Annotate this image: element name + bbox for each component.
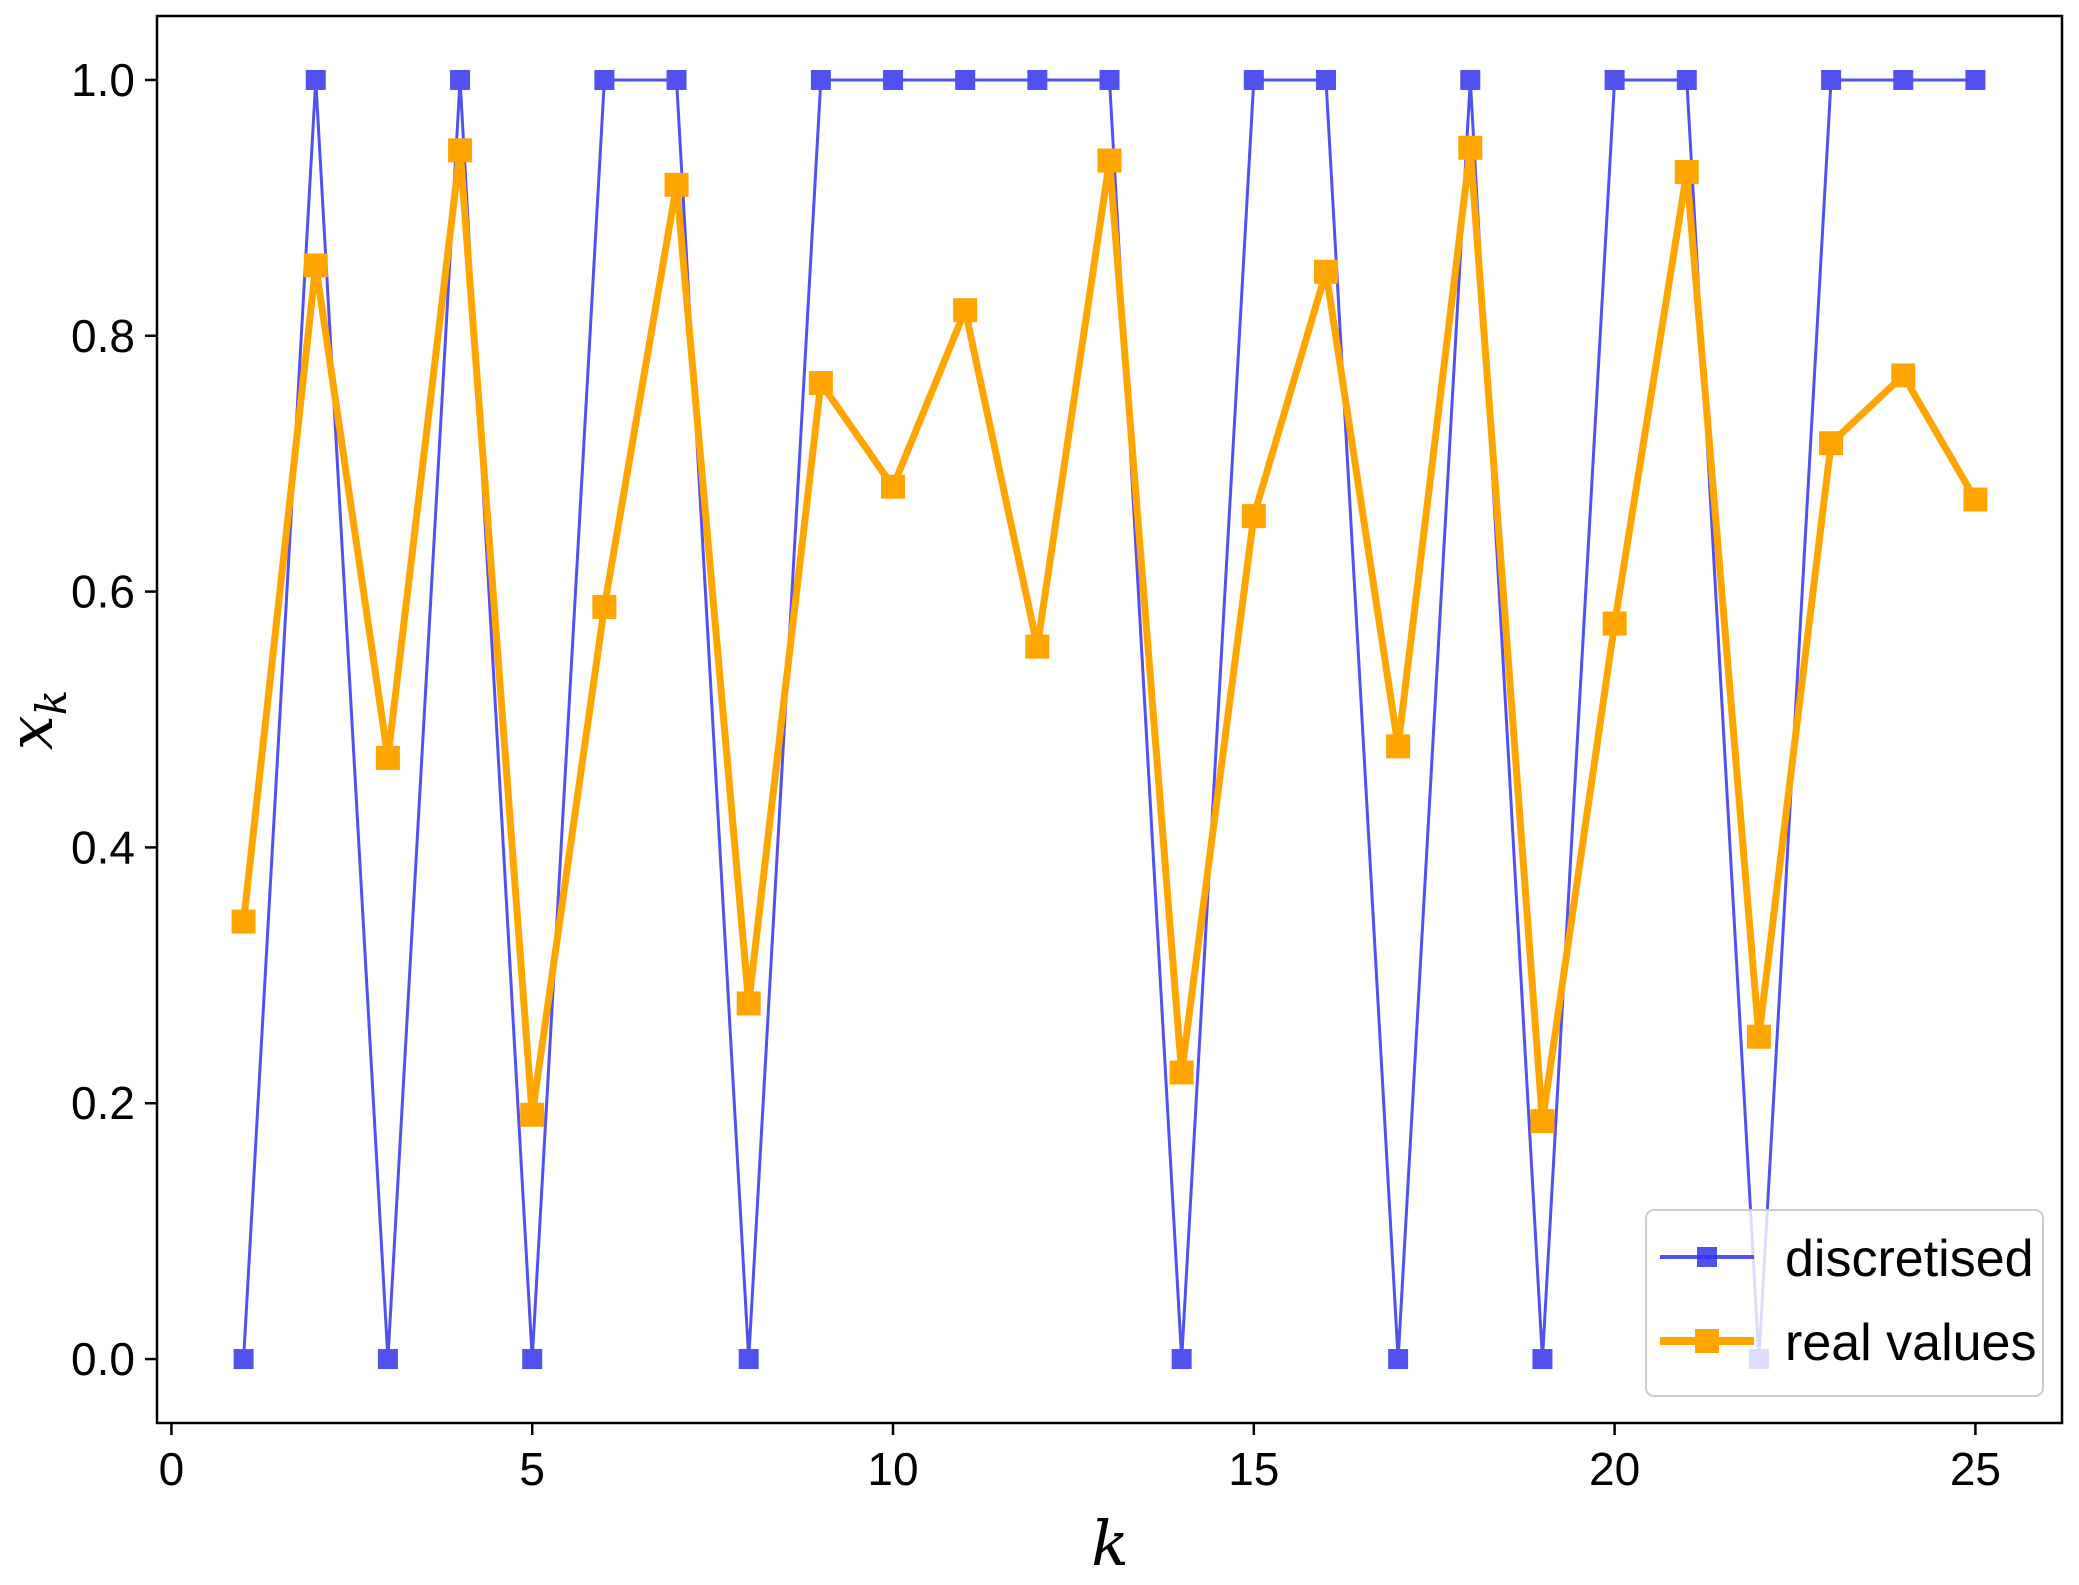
data-point — [738, 1349, 759, 1370]
data-point — [375, 745, 400, 770]
x-axis-label: k — [1091, 1507, 1129, 1580]
data-point — [955, 69, 976, 90]
data-point — [305, 69, 326, 90]
data-point — [448, 138, 473, 163]
data-point — [1674, 160, 1699, 185]
series-discretised — [233, 69, 1986, 1370]
data-point — [1097, 148, 1122, 173]
data-point — [1315, 69, 1336, 90]
legend: discretised real values — [1645, 1209, 2044, 1397]
data-point — [233, 1349, 254, 1370]
data-point — [520, 1102, 545, 1127]
data-point — [1458, 135, 1483, 160]
data-point — [810, 69, 831, 90]
data-point — [1171, 1349, 1192, 1370]
data-point — [592, 594, 617, 619]
x-tick-label: 25 — [1950, 1443, 2001, 1495]
data-point — [736, 991, 761, 1016]
x-tick-label: 5 — [519, 1443, 545, 1495]
data-point — [231, 909, 256, 934]
data-point — [1388, 1349, 1409, 1370]
series-layer — [231, 69, 1988, 1370]
data-point — [1169, 1060, 1194, 1085]
y-axis-label: xk — [0, 690, 76, 750]
series-real-values — [231, 135, 1988, 1134]
data-point — [1241, 504, 1266, 529]
data-point — [1313, 259, 1338, 284]
data-point — [1604, 69, 1625, 90]
y-tick-label: 1.0 — [71, 54, 135, 106]
x-tick-label: 0 — [159, 1443, 185, 1495]
legend-marker-real-values — [1695, 1329, 1719, 1353]
data-point — [664, 172, 689, 197]
data-point — [450, 69, 471, 90]
legend-marker-discretised — [1697, 1247, 1717, 1267]
x-axis: 0 5 10 15 20 25 — [159, 1423, 2001, 1495]
data-point — [303, 253, 328, 278]
y-axis: 0.0 0.2 0.4 0.6 0.8 1.0 — [71, 54, 157, 1385]
data-point — [1821, 69, 1842, 90]
data-point — [808, 371, 833, 396]
data-point — [1676, 69, 1697, 90]
legend-label-real-values: real values — [1785, 1314, 2036, 1372]
data-point — [1891, 363, 1916, 388]
plot-frame — [155, 14, 2064, 1425]
y-tick-label: 0.6 — [71, 566, 135, 618]
data-point — [1532, 1349, 1553, 1370]
legend-label-discretised: discretised — [1785, 1230, 2034, 1288]
data-point — [1965, 69, 1986, 90]
data-point — [1819, 431, 1844, 456]
y-tick-label: 0.2 — [71, 1077, 135, 1129]
data-point — [377, 1349, 398, 1370]
y-axis-label-base: x — [0, 715, 67, 750]
data-point — [1963, 487, 1988, 512]
y-axis-label-subscript: k — [27, 690, 76, 715]
data-point — [666, 69, 687, 90]
data-point — [1893, 69, 1914, 90]
y-tick-label: 0.8 — [71, 310, 135, 362]
data-point — [1025, 634, 1050, 659]
x-tick-label: 10 — [867, 1443, 918, 1495]
data-point — [594, 69, 615, 90]
data-point — [522, 1349, 543, 1370]
x-tick-label: 15 — [1228, 1443, 1279, 1495]
data-point — [953, 298, 978, 323]
data-point — [1386, 734, 1411, 759]
data-point — [881, 474, 906, 499]
x-tick-label: 20 — [1589, 1443, 1640, 1495]
data-point — [1027, 69, 1048, 90]
data-point — [1602, 611, 1627, 636]
y-tick-label: 0.4 — [71, 821, 135, 873]
data-point — [1243, 69, 1264, 90]
data-point — [1460, 69, 1481, 90]
data-point — [1099, 69, 1120, 90]
data-point — [883, 69, 904, 90]
data-point — [1530, 1109, 1555, 1134]
y-tick-label: 0.0 — [71, 1333, 135, 1385]
data-point — [1746, 1024, 1771, 1049]
